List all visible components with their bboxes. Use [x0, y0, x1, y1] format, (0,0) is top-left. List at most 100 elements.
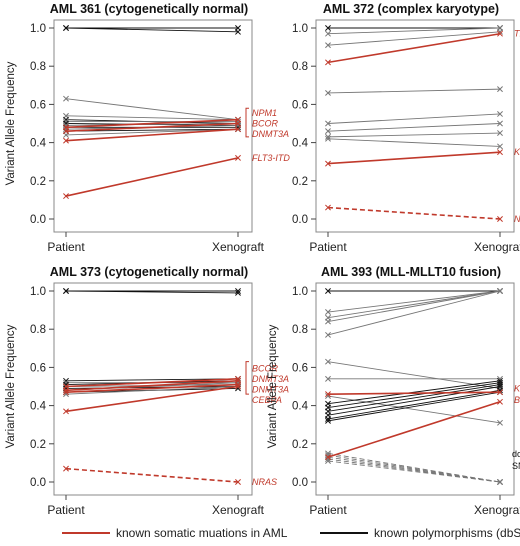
data-point	[325, 358, 331, 365]
y-tick-label: 0.2	[292, 439, 308, 451]
data-point	[325, 30, 331, 37]
y-tick-label: 0.2	[30, 439, 46, 451]
y-tick-label: 0.6	[292, 99, 308, 111]
series-segment	[65, 290, 239, 294]
series-segment	[65, 386, 239, 395]
series-segment	[65, 157, 239, 197]
series-segment	[327, 27, 501, 35]
series-segment	[65, 123, 239, 126]
data-point	[497, 130, 503, 137]
data-point	[235, 154, 241, 161]
series-segment	[327, 361, 501, 389]
series-segment	[65, 379, 239, 392]
data-point	[497, 479, 503, 485]
series-line	[325, 450, 503, 485]
series-segment	[327, 151, 501, 165]
gene-label: DNMT3A	[252, 129, 289, 139]
gene-label: NRAS	[514, 214, 520, 224]
data-point	[497, 86, 503, 93]
data-point	[497, 389, 503, 396]
y-tick-label: 0.0	[292, 477, 308, 489]
x-tick-label: Xenograft	[474, 503, 520, 517]
data-point	[325, 288, 331, 294]
gene-label: DNMT3A	[252, 374, 289, 384]
plot-frame	[315, 19, 515, 233]
data-point	[325, 128, 331, 135]
plot-frame	[315, 282, 515, 496]
series-line	[325, 375, 503, 382]
gene-label: DNMT3A	[252, 384, 289, 394]
series-segment	[327, 290, 501, 323]
legend-somatic-label: known somatic muations in AML	[116, 526, 288, 540]
y-tick-label: 0.2	[30, 176, 46, 188]
gene-label: NRAS	[252, 477, 277, 487]
series-line	[325, 30, 503, 66]
series-line	[325, 288, 503, 321]
series-line	[325, 204, 503, 222]
plot-frame	[53, 19, 253, 233]
series-segment	[327, 380, 501, 405]
x-tick-label: Xenograft	[212, 503, 265, 517]
series-segment	[65, 385, 239, 413]
data-point	[497, 110, 503, 117]
series-segment	[65, 467, 239, 483]
series-segment	[327, 391, 501, 422]
series-segment	[327, 138, 501, 147]
series-segment	[327, 113, 501, 124]
series-line	[63, 95, 241, 123]
series-line	[325, 398, 503, 461]
series-segment	[327, 384, 501, 412]
panel-title: AML 372 (complex karyotype)	[323, 2, 499, 16]
series-segment	[65, 128, 239, 136]
series-segment	[65, 383, 239, 394]
data-point	[325, 417, 331, 424]
data-point	[63, 389, 69, 396]
panels: AML 361 (cytogenetically normal) 0.0 0.2 0.…	[5, 2, 520, 517]
series-line	[63, 383, 241, 415]
data-point	[325, 120, 331, 127]
series-segment	[327, 290, 501, 336]
series-line	[325, 120, 503, 135]
series-segment	[327, 206, 501, 220]
panel-2: AML 372 (complex karyotype) 0.0 0.2 0.4 0.6 0…	[292, 2, 520, 254]
data-point	[497, 149, 503, 156]
series-line	[325, 86, 503, 96]
data-point	[497, 143, 503, 150]
data-point	[63, 128, 69, 135]
gene-label: CEBPA	[252, 395, 282, 405]
series-segment	[327, 31, 501, 46]
series-line	[325, 135, 503, 150]
series-line	[325, 25, 503, 31]
data-point	[325, 204, 331, 211]
series-line	[325, 389, 503, 398]
series-segment	[327, 460, 501, 483]
data-point	[325, 89, 331, 96]
series-segment	[327, 32, 501, 64]
gene-label: KRAS	[514, 147, 520, 157]
y-tick-label: 0.0	[30, 477, 46, 489]
y-tick-label: 0.6	[30, 99, 46, 111]
panel-title: AML 393 (MLL-MLLT10 fusion)	[321, 265, 501, 279]
data-point	[63, 137, 69, 144]
data-point	[325, 135, 331, 142]
series-segment	[65, 128, 239, 142]
series-line	[63, 465, 241, 485]
y-tick-label: 0.8	[292, 324, 308, 336]
legend: known somatic muations in AML known poly…	[62, 526, 520, 540]
x-tick-label: Patient	[309, 503, 347, 517]
data-point	[235, 120, 241, 127]
data-point	[325, 25, 331, 31]
data-point	[63, 288, 69, 294]
panel-4: AML 393 (MLL-MLLT10 fusion) 0.0 0.2 0.4 0.6 0…	[267, 265, 520, 517]
x-tick-label: Patient	[309, 240, 347, 254]
series-line	[325, 288, 503, 338]
gene-label: KRAS	[514, 383, 520, 393]
panel-3: AML 373 (cytogenetically normal) 0.0 0.2 0.…	[5, 265, 289, 517]
series-line	[325, 288, 503, 294]
panel-title: AML 373 (cytogenetically normal)	[50, 265, 248, 279]
data-point	[63, 465, 69, 472]
y-axis-label: Variant Allele Frequency	[5, 61, 17, 185]
series-segment	[327, 382, 501, 408]
series-segment	[65, 27, 239, 33]
